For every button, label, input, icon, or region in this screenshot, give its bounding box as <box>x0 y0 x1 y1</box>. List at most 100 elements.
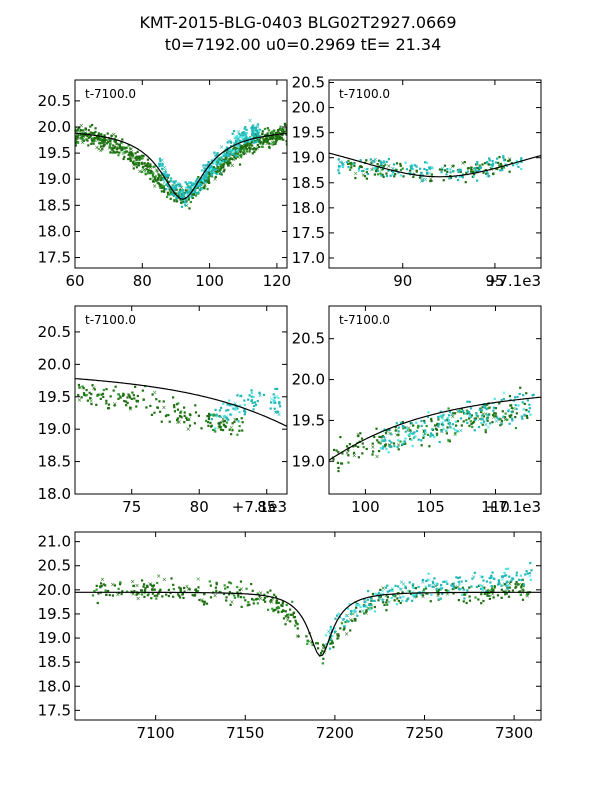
dark_green_dots-point <box>252 602 255 605</box>
cyan_dots-point: × <box>236 129 241 136</box>
dark_green_dots-point <box>369 603 372 606</box>
dark_green_dots-point <box>171 396 175 399</box>
cyan_dots-point <box>486 172 489 175</box>
cyan_dots-point: × <box>341 161 346 168</box>
cyan_dots-point <box>485 418 488 421</box>
cyan_dots-point <box>218 409 222 412</box>
dark_green_dots-point: × <box>428 176 433 183</box>
dark_green_dots-point <box>365 609 368 612</box>
dark_green_dots-point <box>291 613 294 616</box>
dark_green_dots-point <box>382 601 385 604</box>
cyan_dots-point <box>408 581 411 584</box>
cyan_dots-point <box>236 394 239 397</box>
dark_green_dots-point: × <box>256 596 261 603</box>
dark_green_dots-point <box>253 147 256 150</box>
cyan_dots-point <box>251 132 254 136</box>
dark_green_dots-point <box>394 173 397 176</box>
dark_green_dots-point <box>146 172 150 175</box>
cyan_dots-point <box>401 443 404 446</box>
dark_green_dots-point: × <box>218 157 223 164</box>
cyan_dots-point <box>404 161 407 164</box>
dark_green_dots-point: × <box>79 122 84 129</box>
dark_green_dots-point: × <box>95 137 100 144</box>
dark_green_dots-point <box>462 420 465 423</box>
dark_green_dots-point <box>120 146 123 149</box>
cyan_dots-point <box>243 403 246 406</box>
cyan_dots-point <box>364 604 367 607</box>
dark_green_dots-point <box>487 407 490 410</box>
cyan_dots-point <box>457 576 460 580</box>
dark_green_dots-point <box>149 169 152 172</box>
cyan_dots-point <box>202 173 206 177</box>
dark_green_dots-point <box>284 130 287 133</box>
cyan_dots-point <box>382 160 385 163</box>
cyan_dots-point: × <box>197 187 202 194</box>
panel-e-frame <box>74 531 542 721</box>
dark_green_dots-point <box>214 430 217 433</box>
cyan_dots-point <box>528 407 531 410</box>
dark_green_dots-point <box>90 402 93 406</box>
dark_green_dots-point <box>468 424 471 427</box>
cyan_dots-point <box>481 414 484 417</box>
cyan_dots-point <box>419 167 422 170</box>
cyan_dots-point <box>198 184 201 187</box>
dark_green_dots-point <box>127 153 130 157</box>
cyan_dots-point <box>399 174 402 177</box>
dark_green_dots-point <box>241 421 244 424</box>
dark_green_dots-point <box>437 590 440 593</box>
dark_green_dots-point <box>285 127 287 130</box>
cyan_dots-point <box>491 162 495 165</box>
dark_green_dots-point <box>178 596 182 599</box>
dark_green_dots-point <box>525 409 528 412</box>
dark_green_dots-point <box>446 426 449 429</box>
dark_green_dots-point <box>232 148 235 151</box>
dark_green_dots-point <box>183 411 186 414</box>
dark_green_dots-point <box>126 401 129 405</box>
dark_green_dots-point <box>109 140 112 143</box>
cyan_dots-point <box>237 137 240 140</box>
dark_green_dots-point <box>113 147 116 150</box>
panel-a-ytick-label: 20.5 <box>38 92 71 110</box>
cyan_dots-point <box>180 205 184 208</box>
dark_green_dots-point <box>135 405 138 408</box>
cyan_dots-point <box>516 395 519 399</box>
cyan_dots-point <box>196 184 200 187</box>
dark_green_dots-point <box>230 433 233 436</box>
dark_green_dots-point <box>93 138 96 141</box>
dark_green_dots-point <box>277 128 280 132</box>
cyan_dots-point <box>502 397 505 401</box>
cyan_dots-point <box>405 427 408 430</box>
cyan_dots-point <box>476 179 479 182</box>
cyan_dots-point <box>466 400 469 403</box>
dark_green_dots-point: × <box>379 167 384 174</box>
cyan_dots-point <box>476 160 479 164</box>
cyan_dots-point <box>245 140 248 143</box>
dark_green_dots-point <box>164 414 168 418</box>
dark_green_dots-point <box>116 146 119 149</box>
dark_green_dots-point <box>296 623 299 626</box>
dark_green_dots-point <box>491 413 495 417</box>
dark_green_dots-point <box>99 397 102 400</box>
dark_green_dots-point <box>175 403 178 406</box>
cyan_dots-point <box>345 161 349 164</box>
dark_green_dots-point <box>231 422 234 425</box>
cyan_dots-point <box>229 413 232 416</box>
cyan_dots-point <box>251 128 254 131</box>
dark_green_dots-point <box>166 180 170 184</box>
dark_green_dots-point: × <box>220 164 225 171</box>
dark_green_dots-point <box>117 393 120 396</box>
cyan_dots-point <box>215 172 218 176</box>
cyan_dots-point <box>423 167 426 171</box>
cyan_dots-point <box>389 174 392 177</box>
dark_green_dots-point <box>436 422 439 425</box>
dark_green_dots-point <box>157 592 160 595</box>
dark_green_dots-point: × <box>396 591 401 598</box>
dark_green_dots-point <box>153 177 156 180</box>
dark_green_dots-point <box>151 171 154 174</box>
dark_green_dots-point <box>122 147 125 150</box>
dark_green_dots-point <box>213 429 216 432</box>
cyan_dots-point: × <box>219 144 224 151</box>
cyan_dots-point <box>458 175 462 178</box>
dark_green_dots-point <box>256 592 259 595</box>
dark_green_dots-point <box>134 157 137 160</box>
